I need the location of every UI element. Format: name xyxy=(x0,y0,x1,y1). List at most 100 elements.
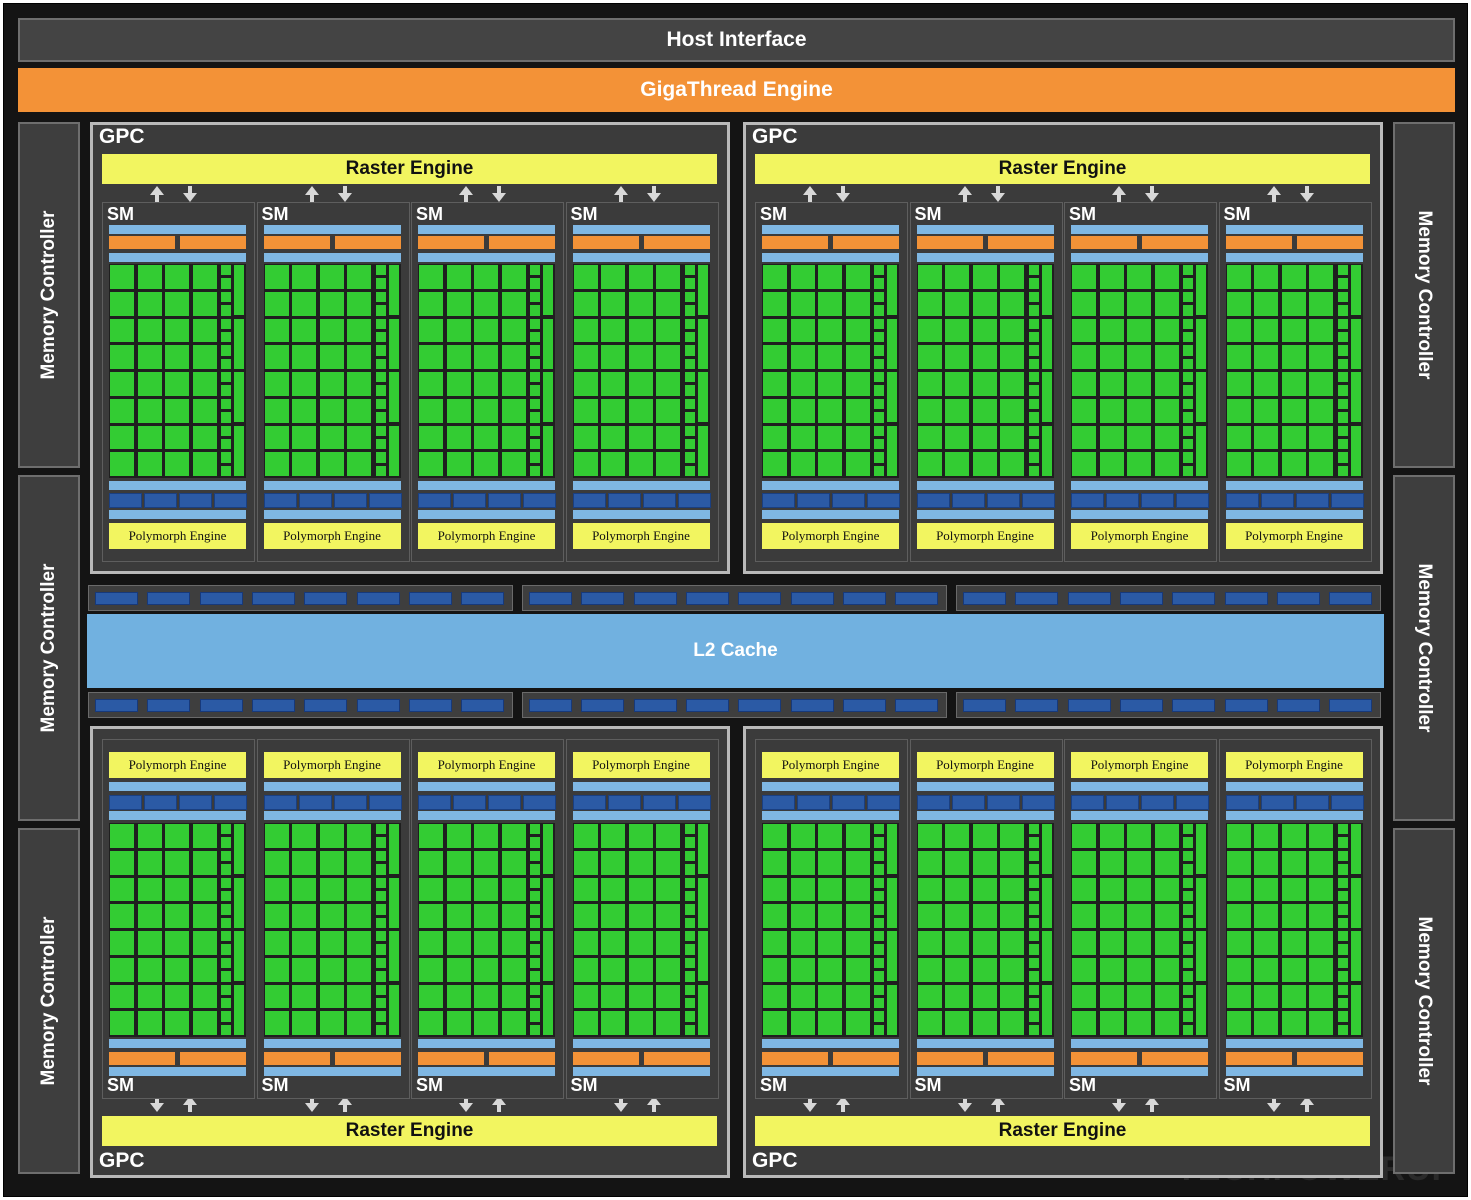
cuda-core xyxy=(1281,904,1306,928)
load-store-unit xyxy=(684,452,695,463)
cuda-core xyxy=(818,931,842,955)
cuda-core xyxy=(818,291,842,316)
cuda-core xyxy=(110,904,134,928)
memory-controller-left-3: Memory Controller xyxy=(18,828,80,1174)
crossbar-port xyxy=(199,592,243,605)
cuda-core xyxy=(656,265,680,289)
cuda-core xyxy=(845,265,870,289)
cuda-core xyxy=(917,877,942,902)
special-function-unit xyxy=(1196,265,1206,315)
load-store-unit xyxy=(221,864,231,875)
cuda-core xyxy=(1000,904,1024,928)
register-file xyxy=(418,1039,555,1048)
arrow-up-icon xyxy=(1112,186,1126,195)
cuda-core xyxy=(972,425,997,450)
cuda-core xyxy=(474,425,498,450)
cuda-core xyxy=(1099,425,1124,450)
arrow-shaft xyxy=(1271,195,1276,202)
sm-3-2: SM Polymorph Engine xyxy=(256,739,410,1099)
cuda-core xyxy=(110,398,134,423)
cuda-core xyxy=(818,425,842,450)
cuda-core xyxy=(601,291,625,316)
cuda-core xyxy=(818,345,842,369)
cuda-core xyxy=(264,398,289,423)
cuda-core xyxy=(763,425,787,450)
texture-unit xyxy=(867,493,900,508)
load-store-unit xyxy=(1337,957,1348,969)
cuda-core xyxy=(1000,291,1024,316)
cuda-core xyxy=(763,345,787,369)
cuda-core xyxy=(192,265,217,289)
cuda-core xyxy=(501,398,526,423)
load-store-unit xyxy=(1183,1011,1193,1022)
register-file xyxy=(916,1039,1054,1048)
cuda-core xyxy=(1154,425,1179,450)
polymorph-engine: Polymorph Engine xyxy=(418,523,555,549)
cuda-core xyxy=(319,904,344,928)
load-store-unit xyxy=(1337,358,1348,369)
crossbar-port xyxy=(529,699,572,712)
special-function-unit xyxy=(543,372,553,422)
cuda-core xyxy=(264,850,289,875)
crossbar-port xyxy=(95,699,138,712)
cuda-core xyxy=(501,957,526,982)
sm-3-1: SM Polymorph Engine xyxy=(102,739,255,1099)
load-store-unit xyxy=(684,971,695,982)
cuda-core xyxy=(474,291,498,316)
cuda-core xyxy=(790,957,815,982)
texture-cache xyxy=(109,782,246,791)
texture-unit xyxy=(109,493,142,508)
cuda-core xyxy=(347,850,371,875)
load-store-unit xyxy=(530,318,540,329)
load-store-unit xyxy=(684,850,695,862)
cuda-core xyxy=(1309,265,1333,289)
cuda-core xyxy=(1226,425,1251,450)
cuda-core xyxy=(1254,931,1278,955)
cuda-core xyxy=(1072,318,1096,343)
cuda-core xyxy=(419,1011,443,1035)
cuda-core xyxy=(1127,291,1151,316)
load-store-unit xyxy=(221,331,231,343)
load-store-unit xyxy=(1183,452,1193,463)
cuda-core xyxy=(972,265,997,289)
load-store-unit xyxy=(375,890,386,902)
load-store-unit xyxy=(221,385,231,396)
special-function-unit xyxy=(543,877,553,928)
arrow-shaft xyxy=(342,1105,347,1112)
load-store-unit xyxy=(221,372,231,383)
crossbar-port xyxy=(408,699,452,712)
interconnect xyxy=(418,481,555,490)
load-store-unit xyxy=(1028,984,1039,995)
arrow-shaft xyxy=(1304,1105,1309,1112)
load-store-unit xyxy=(1028,398,1039,410)
texture-unit xyxy=(951,795,985,810)
cuda-core xyxy=(917,1011,942,1035)
cuda-core xyxy=(628,265,653,289)
cuda-core xyxy=(1072,345,1096,369)
cuda-core xyxy=(1099,904,1124,928)
cuda-core xyxy=(1281,452,1306,476)
cuda-core xyxy=(790,904,815,928)
cuda-core xyxy=(1254,877,1278,902)
texture-unit xyxy=(1106,493,1139,508)
arrow-down-icon xyxy=(803,1103,817,1112)
host-interface: Host Interface xyxy=(18,18,1455,62)
instruction-cache xyxy=(418,1067,555,1076)
texture-unit xyxy=(572,493,606,508)
texture-cache xyxy=(1071,510,1208,519)
special-function-unit xyxy=(543,931,553,981)
special-function-unit xyxy=(1196,372,1206,422)
cuda-core xyxy=(264,265,289,289)
load-store-unit xyxy=(1183,944,1193,955)
load-store-unit xyxy=(1337,837,1348,848)
texture-unit xyxy=(1106,795,1139,810)
texture-unit xyxy=(179,795,212,810)
special-function-unit xyxy=(1041,318,1052,369)
cuda-core xyxy=(1000,957,1024,982)
cuda-core xyxy=(474,984,498,1009)
load-store-unit xyxy=(874,452,884,463)
load-store-unit xyxy=(375,971,386,982)
cuda-core xyxy=(264,1011,289,1035)
load-store-unit xyxy=(221,345,231,356)
cuda-core xyxy=(292,824,316,848)
